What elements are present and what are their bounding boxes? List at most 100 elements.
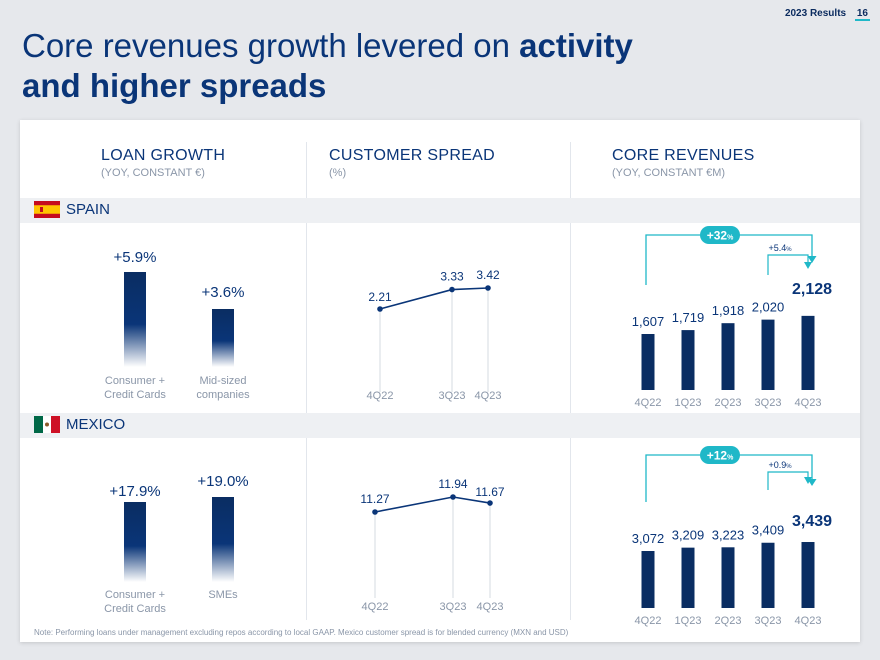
data-label: 3,209 [672, 528, 705, 543]
loan-growth-subtitle: (YOY, CONSTANT €) [101, 167, 205, 179]
data-point [485, 285, 491, 291]
bar [681, 547, 695, 608]
x-tick-label: 4Q23 [795, 397, 822, 409]
page-header: 2023 Results 16 [785, 8, 870, 21]
customer-spread-title: CUSTOMER SPREAD [329, 147, 496, 164]
bar [124, 272, 146, 367]
data-label: 1,719 [672, 310, 705, 325]
qoq-growth-label: +5.4% [768, 243, 792, 253]
data-label: 3,223 [712, 527, 745, 542]
data-label: 3,072 [632, 531, 665, 546]
bar [761, 542, 775, 608]
qoq-arrow-line [767, 471, 809, 490]
bar-value-label: +19.0% [197, 473, 249, 490]
spain-label: SPAIN [66, 201, 110, 218]
qoq-growth-label: +0.9% [768, 460, 792, 470]
data-label: 11.27 [360, 492, 389, 506]
qoq-arrow-head [804, 262, 812, 269]
x-tick-label: 3Q23 [440, 601, 467, 613]
title-line1-normal: Core revenues growth levered on [22, 27, 520, 64]
spain-customer-spread-chart: 2.21 4Q22 3.33 3Q23 3.42 4Q23 [367, 268, 502, 402]
bar [801, 542, 815, 608]
data-label: 1,607 [632, 314, 665, 329]
data-label: 3,439 [792, 513, 832, 530]
bar [212, 309, 234, 367]
spain-band: SPAIN [20, 198, 860, 223]
x-tick-label: 4Q22 [367, 390, 394, 402]
mexico-flag-icon [34, 416, 60, 433]
page-number: 16 [854, 8, 870, 21]
data-point [377, 306, 383, 312]
bar [641, 334, 655, 390]
bar [124, 501, 146, 582]
bar-value-label: +5.9% [113, 249, 157, 266]
x-tick-label: 4Q22 [635, 615, 662, 627]
footnote: Note: Performing loans under management … [34, 628, 569, 637]
qoq-arrow-head [804, 477, 812, 484]
yoy-badge-unit: % [727, 235, 734, 242]
x-tick-label: 4Q23 [795, 615, 822, 627]
x-tick-label: 2Q23 [715, 397, 742, 409]
bar [801, 315, 815, 390]
customer-spread-subtitle: (%) [329, 167, 347, 179]
data-point [487, 500, 493, 506]
series-line [379, 287, 489, 310]
bar-value-label: +17.9% [109, 483, 161, 500]
x-tick-label: 2Q23 [715, 615, 742, 627]
x-tick-label: 3Q23 [755, 615, 782, 627]
data-label: 2.21 [368, 290, 392, 304]
qoq-growth-unit: % [786, 464, 792, 470]
column-divider [570, 142, 571, 620]
x-tick-label: Mid-sized companies [196, 375, 250, 401]
content-card: LOAN GROWTH (YOY, CONSTANT €) CUSTOMER S… [20, 120, 860, 642]
data-label: 3,409 [752, 523, 785, 538]
loan-growth-title: LOAN GROWTH [101, 147, 226, 164]
x-tick-label: Consumer + Credit Cards [104, 589, 166, 615]
data-label: 11.94 [438, 477, 467, 491]
bar [641, 551, 655, 608]
data-label: 3.33 [440, 270, 464, 284]
x-tick-label: 4Q22 [362, 601, 389, 613]
title-line2-bold: and higher spreads [22, 67, 327, 104]
data-label: 2,020 [752, 300, 785, 315]
mexico-core-revenues-chart: 3,072 4Q22 3,209 1Q23 3,223 2Q23 3,409 3Q23 3,43… [632, 446, 832, 627]
title-line1-bold: activity [519, 27, 633, 64]
mexico-label: MEXICO [66, 416, 126, 433]
data-point [372, 509, 378, 515]
bar [212, 497, 234, 582]
x-tick-label: 4Q22 [635, 397, 662, 409]
series-line [374, 496, 491, 513]
column-divider [306, 142, 307, 620]
bar [721, 323, 735, 390]
report-label: 2023 Results [784, 8, 847, 19]
mexico-band: MEXICO [20, 413, 860, 438]
data-label: 2,128 [792, 281, 832, 298]
bar-value-label: +3.6% [201, 284, 245, 301]
bar [761, 319, 775, 390]
data-label: 11.67 [475, 485, 504, 499]
data-point [450, 494, 456, 500]
spain-flag-icon [34, 201, 60, 218]
yoy-arrow-head [807, 256, 817, 263]
page-title: Core revenues growth levered on activity… [22, 26, 633, 106]
x-tick-label: SMEs [208, 589, 238, 601]
spain-core-revenues-chart: 1,607 4Q22 1,719 1Q23 1,918 2Q23 2,020 3Q23 2,12… [632, 226, 832, 409]
x-tick-label: Consumer + Credit Cards [104, 375, 166, 401]
data-label: 1,918 [712, 303, 745, 318]
x-tick-label: 4Q23 [475, 390, 502, 402]
x-tick-label: 4Q23 [477, 601, 504, 613]
yoy-badge-unit: % [727, 455, 734, 462]
bar [681, 330, 695, 390]
bar [721, 547, 735, 608]
yoy-badge [700, 446, 740, 464]
x-tick-label: 1Q23 [675, 615, 702, 627]
mexico-customer-spread-chart: 11.27 4Q22 11.94 3Q23 11.67 4Q23 [360, 477, 504, 613]
qoq-growth-unit: % [786, 247, 792, 253]
x-tick-label: 3Q23 [439, 390, 466, 402]
x-tick-label: 1Q23 [675, 397, 702, 409]
data-label: 3.42 [476, 268, 500, 282]
qoq-arrow-line [767, 254, 809, 275]
data-point [449, 286, 455, 293]
core-revenues-title: CORE REVENUES [612, 147, 755, 164]
core-revenues-subtitle: (YOY, CONSTANT €M) [612, 167, 726, 179]
